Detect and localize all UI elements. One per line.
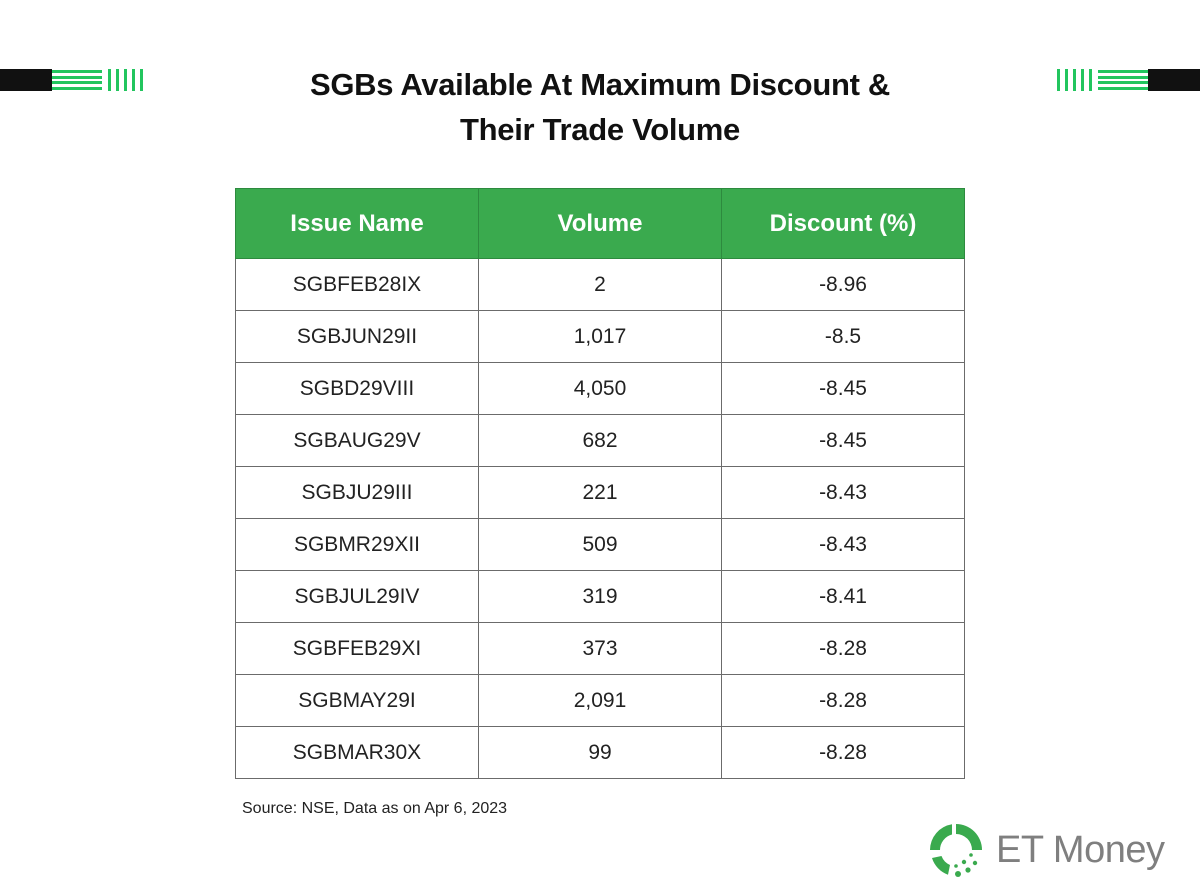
cell-discount: -8.28 (721, 674, 965, 727)
title-line-2: Their Trade Volume (460, 112, 740, 147)
data-table-container: Issue Name Volume Discount (%) SGBFEB28I… (235, 188, 965, 779)
cell-issue-name: SGBAUG29V (235, 414, 479, 467)
table-row: SGBFEB29XI 373 -8.28 (235, 622, 965, 675)
table-body: SGBFEB28IX 2 -8.96 SGBJUN29II 1,017 -8.5 SGBD2… (235, 258, 965, 779)
cell-volume: 682 (478, 414, 722, 467)
table-row: SGBJUL29IV 319 -8.41 (235, 570, 965, 623)
cell-discount: -8.45 (721, 414, 965, 467)
cell-volume: 1,017 (478, 310, 722, 363)
cell-issue-name: SGBMR29XII (235, 518, 479, 571)
et-money-logo-text: ET Money (996, 828, 1165, 871)
table-row: SGBMAY29I 2,091 -8.28 (235, 674, 965, 727)
table-row: SGBMR29XII 509 -8.43 (235, 518, 965, 571)
column-header-volume: Volume (478, 188, 722, 259)
cell-volume: 373 (478, 622, 722, 675)
table-row: SGBFEB28IX 2 -8.96 (235, 258, 965, 311)
title-line-1: SGBs Available At Maximum Discount & (309, 67, 891, 102)
cell-discount: -8.96 (721, 258, 965, 311)
cell-discount: -8.5 (721, 310, 965, 363)
et-money-logo-icon (930, 824, 982, 877)
chart-title: SGBs Available At Maximum Discount & The… (150, 62, 1050, 152)
cell-issue-name: SGBJUL29IV (235, 570, 479, 623)
decorative-stripes-left (0, 69, 143, 91)
cell-volume: 319 (478, 570, 722, 623)
column-header-issue-name: Issue Name (235, 188, 479, 259)
cell-volume: 2,091 (478, 674, 722, 727)
table-header-row: Issue Name Volume Discount (%) (235, 188, 965, 259)
et-money-logo: ET Money (928, 820, 1165, 880)
table-row: SGBJU29III 221 -8.43 (235, 466, 965, 519)
cell-volume: 2 (478, 258, 722, 311)
cell-volume: 221 (478, 466, 722, 519)
cell-volume: 99 (478, 726, 722, 779)
cell-discount: -8.41 (721, 570, 965, 623)
cell-discount: -8.28 (721, 726, 965, 779)
cell-volume: 4,050 (478, 362, 722, 415)
cell-issue-name: SGBMAR30X (235, 726, 479, 779)
decorative-stripes-right (1057, 69, 1200, 91)
cell-volume: 509 (478, 518, 722, 571)
table-row: SGBD29VIII 4,050 -8.45 (235, 362, 965, 415)
cell-issue-name: SGBD29VIII (235, 362, 479, 415)
cell-issue-name: SGBJU29III (235, 466, 479, 519)
cell-discount: -8.43 (721, 518, 965, 571)
cell-discount: -8.28 (721, 622, 965, 675)
data-table: Issue Name Volume Discount (%) SGBFEB28I… (235, 188, 965, 779)
cell-issue-name: SGBJUN29II (235, 310, 479, 363)
cell-issue-name: SGBFEB29XI (235, 622, 479, 675)
cell-issue-name: SGBMAY29I (235, 674, 479, 727)
table-row: SGBMAR30X 99 -8.28 (235, 726, 965, 779)
cell-issue-name: SGBFEB28IX (235, 258, 479, 311)
column-header-discount: Discount (%) (721, 188, 965, 259)
cell-discount: -8.45 (721, 362, 965, 415)
source-note: Source: NSE, Data as on Apr 6, 2023 (242, 800, 508, 817)
cell-discount: -8.43 (721, 466, 965, 519)
table-row: SGBJUN29II 1,017 -8.5 (235, 310, 965, 363)
table-row: SGBAUG29V 682 -8.45 (235, 414, 965, 467)
